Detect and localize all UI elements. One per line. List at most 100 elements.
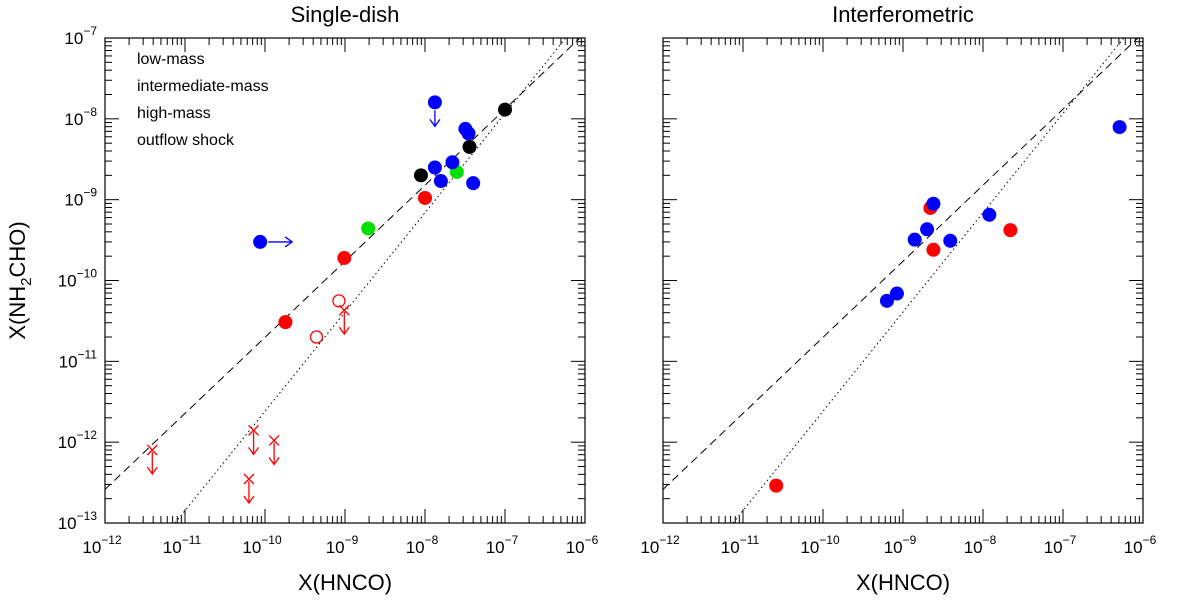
x-tick-label: 10−11 xyxy=(721,533,760,557)
chart-title: Interferometric xyxy=(832,2,974,27)
y-tick-label: 10−12 xyxy=(58,428,98,452)
data-point xyxy=(427,95,442,128)
x-tick-label-exponent: −7 xyxy=(505,533,519,547)
data-point xyxy=(268,434,280,466)
data-point xyxy=(889,286,904,301)
x-tick-label-exponent: −9 xyxy=(903,533,917,547)
x-tick-label: 10−7 xyxy=(486,533,519,557)
x-tick-label-exponent: −11 xyxy=(740,533,760,547)
y-tick-label: 10−11 xyxy=(59,347,98,371)
y-tick-label: 10−9 xyxy=(64,186,97,210)
data-point xyxy=(445,155,460,170)
data-point xyxy=(337,250,352,265)
x-axis-label: X(HNCO) xyxy=(856,570,950,595)
data-point xyxy=(413,168,428,183)
plot-frame xyxy=(662,37,1144,524)
x-tick-label: 10−8 xyxy=(406,533,439,557)
data-point xyxy=(427,160,442,175)
chart-title: Single-dish xyxy=(291,2,400,27)
x-tick-label-base: 10 xyxy=(800,538,819,557)
x-tick-label: 10−10 xyxy=(242,533,282,557)
legend-entry: low-mass xyxy=(137,51,205,68)
x-tick-label-exponent: −7 xyxy=(1063,533,1077,547)
x-tick-label-base: 10 xyxy=(82,538,101,557)
y-axis-label-part: X(NH xyxy=(5,286,30,340)
x-tick-label-exponent: −6 xyxy=(585,533,599,547)
data-point xyxy=(498,102,512,117)
data-point xyxy=(338,304,350,336)
data-point xyxy=(926,196,941,211)
y-tick-label-base: 10 xyxy=(58,272,77,291)
y-tick-label-exponent: −8 xyxy=(83,105,97,119)
x-tick-label: 10−11 xyxy=(163,533,202,557)
data-point xyxy=(907,232,922,247)
data-point xyxy=(253,234,294,249)
data-point xyxy=(462,139,477,154)
dashed-line xyxy=(663,38,1139,490)
x-tick-label-exponent: −6 xyxy=(1143,533,1157,547)
y-tick-label-exponent: −11 xyxy=(78,347,98,361)
data-point xyxy=(248,424,260,456)
y-tick-label-base: 10 xyxy=(58,433,77,452)
data-point xyxy=(418,190,432,205)
x-tick-label-base: 10 xyxy=(163,538,182,557)
x-tick-label: 10−9 xyxy=(326,533,359,557)
x-tick-label-base: 10 xyxy=(406,538,425,557)
legend-entry: outflow shock xyxy=(137,132,235,149)
y-tick-label-base: 10 xyxy=(59,352,78,371)
data-point xyxy=(1003,223,1018,238)
x-tick-label-exponent: −12 xyxy=(659,533,680,547)
x-tick-label-base: 10 xyxy=(964,538,983,557)
data-point xyxy=(1112,120,1127,135)
x-tick-label-base: 10 xyxy=(640,538,659,557)
x-tick-label-base: 10 xyxy=(721,538,740,557)
y-tick-label-exponent: −12 xyxy=(77,428,98,442)
legend-entry: high-mass xyxy=(137,105,211,122)
x-tick-label-base: 10 xyxy=(1044,538,1063,557)
x-tick-label-base: 10 xyxy=(884,538,903,557)
y-tick-label-exponent: −13 xyxy=(77,509,98,523)
data-point xyxy=(461,126,476,141)
x-tick-label-exponent: −11 xyxy=(182,533,202,547)
data-point xyxy=(332,294,346,308)
x-tick-label: 10−6 xyxy=(1124,533,1157,557)
dotted-line xyxy=(174,38,567,523)
x-tick-label: 10−12 xyxy=(640,533,680,557)
data-point xyxy=(943,233,958,248)
x-tick-label-base: 10 xyxy=(486,538,505,557)
y-tick-label-base: 10 xyxy=(64,29,83,48)
data-point xyxy=(278,315,293,330)
x-tick-label-exponent: −9 xyxy=(345,533,359,547)
x-tick-label: 10−9 xyxy=(884,533,917,557)
y-tick-label-exponent: −7 xyxy=(83,24,97,38)
y-axis-label-part: CHO) xyxy=(5,221,30,277)
data-point xyxy=(466,176,481,191)
x-tick-label: 10−7 xyxy=(1044,533,1077,557)
y-axis-label: X(NH2CHO) xyxy=(5,221,35,339)
x-tick-label-base: 10 xyxy=(566,538,585,557)
y-tick-label-exponent: −10 xyxy=(77,267,98,281)
x-tick-label: 10−6 xyxy=(566,533,599,557)
x-tick-label-base: 10 xyxy=(1124,538,1143,557)
data-point xyxy=(361,221,376,236)
legend-entry: intermediate-mass xyxy=(137,78,269,95)
y-tick-label-base: 10 xyxy=(58,514,77,533)
x-tick-label-exponent: −8 xyxy=(425,533,439,547)
data-point xyxy=(769,478,784,493)
x-tick-label-exponent: −12 xyxy=(101,533,122,547)
data-point xyxy=(433,174,448,189)
x-tick-label-base: 10 xyxy=(242,538,261,557)
y-tick-label-exponent: −9 xyxy=(83,186,97,200)
y-tick-label: 10−7 xyxy=(64,24,97,48)
x-tick-label-exponent: −8 xyxy=(983,533,997,547)
fit-lines xyxy=(663,38,1139,523)
y-axis-label-part: 2 xyxy=(18,278,35,286)
x-axis-label: X(HNCO) xyxy=(298,570,392,595)
y-tick-label: 10−13 xyxy=(58,509,98,533)
x-tick-label-exponent: −10 xyxy=(261,533,282,547)
y-tick-label: 10−8 xyxy=(64,105,97,129)
y-tick-label-base: 10 xyxy=(64,110,83,129)
x-tick-label: 10−10 xyxy=(800,533,840,557)
data-point xyxy=(982,207,997,222)
